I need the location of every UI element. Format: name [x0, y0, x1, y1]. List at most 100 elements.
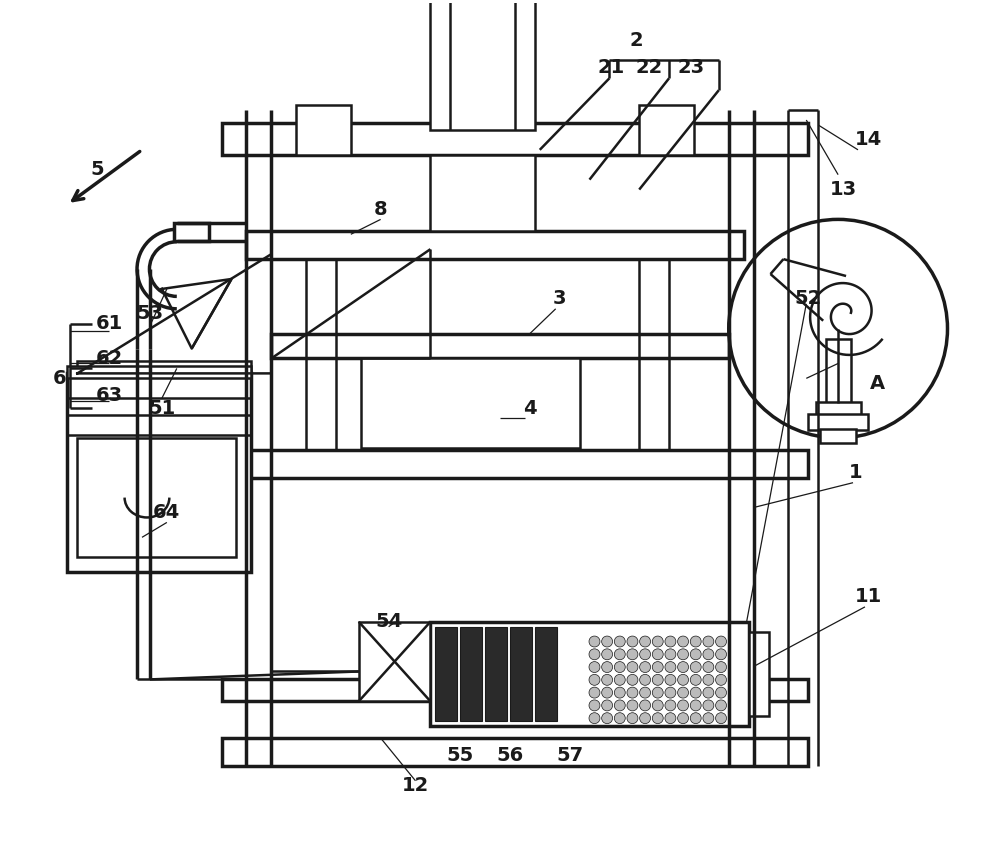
Circle shape [665, 713, 676, 724]
Circle shape [665, 636, 676, 647]
Circle shape [589, 649, 600, 660]
Bar [271, 333, 729, 358]
Text: 8: 8 [374, 200, 387, 219]
Circle shape [703, 700, 714, 711]
Text: A: A [870, 374, 885, 393]
Bar [296, 105, 351, 155]
Bar [430, 621, 749, 727]
Circle shape [627, 649, 638, 660]
Bar [826, 339, 851, 404]
Circle shape [716, 636, 727, 647]
Circle shape [690, 661, 701, 673]
Text: 56: 56 [496, 746, 524, 766]
Circle shape [589, 674, 600, 686]
Circle shape [703, 636, 714, 647]
Circle shape [614, 687, 625, 698]
Circle shape [678, 649, 689, 660]
Circle shape [665, 700, 676, 711]
Text: 61: 61 [96, 314, 123, 333]
Bar [435, 627, 457, 721]
Circle shape [627, 687, 638, 698]
Text: 57: 57 [556, 746, 583, 766]
Bar [77, 361, 251, 373]
Text: 6: 6 [53, 369, 66, 388]
Bar [222, 738, 808, 766]
Circle shape [665, 687, 676, 698]
Text: 62: 62 [96, 349, 123, 368]
Text: 11: 11 [854, 588, 882, 607]
Bar [808, 414, 868, 430]
Bar [67, 366, 251, 378]
Circle shape [665, 649, 676, 660]
Text: 23: 23 [677, 58, 704, 77]
Text: 64: 64 [153, 503, 180, 522]
Bar [430, 0, 535, 130]
Circle shape [690, 700, 701, 711]
Text: 52: 52 [795, 289, 822, 308]
Circle shape [589, 687, 600, 698]
Bar [222, 450, 808, 477]
Circle shape [652, 700, 663, 711]
Text: 54: 54 [375, 612, 402, 631]
Text: 2: 2 [629, 31, 643, 50]
Circle shape [614, 700, 625, 711]
Bar [174, 223, 209, 241]
Circle shape [614, 713, 625, 724]
Circle shape [716, 661, 727, 673]
Bar [222, 123, 808, 155]
Circle shape [690, 674, 701, 686]
Circle shape [640, 713, 651, 724]
Circle shape [690, 636, 701, 647]
Bar [460, 627, 482, 721]
Bar [749, 632, 769, 716]
Text: 13: 13 [830, 180, 857, 199]
Circle shape [602, 713, 613, 724]
Text: 3: 3 [553, 289, 566, 308]
Circle shape [665, 674, 676, 686]
Circle shape [652, 687, 663, 698]
Circle shape [602, 649, 613, 660]
Circle shape [602, 636, 613, 647]
Circle shape [627, 661, 638, 673]
Circle shape [589, 700, 600, 711]
Circle shape [627, 636, 638, 647]
Bar [67, 373, 251, 572]
Bar [77, 438, 236, 557]
Circle shape [627, 674, 638, 686]
Circle shape [602, 674, 613, 686]
Circle shape [703, 713, 714, 724]
Bar [359, 621, 430, 701]
Bar [510, 627, 532, 721]
Bar [820, 429, 856, 443]
Text: 14: 14 [854, 130, 882, 149]
Circle shape [614, 661, 625, 673]
Bar [246, 231, 744, 260]
Circle shape [652, 674, 663, 686]
Circle shape [716, 674, 727, 686]
Bar [535, 627, 557, 721]
Circle shape [716, 700, 727, 711]
Circle shape [716, 649, 727, 660]
Circle shape [640, 636, 651, 647]
Circle shape [640, 674, 651, 686]
Circle shape [678, 674, 689, 686]
Circle shape [678, 636, 689, 647]
Bar [430, 155, 535, 231]
Circle shape [678, 687, 689, 698]
Text: 12: 12 [402, 776, 429, 795]
Circle shape [703, 661, 714, 673]
Circle shape [602, 661, 613, 673]
Circle shape [652, 636, 663, 647]
Circle shape [602, 700, 613, 711]
Text: 21: 21 [598, 58, 625, 77]
Circle shape [716, 713, 727, 724]
Circle shape [640, 649, 651, 660]
Text: 5: 5 [90, 161, 104, 179]
Circle shape [614, 649, 625, 660]
Text: 51: 51 [148, 398, 176, 418]
Text: 53: 53 [136, 305, 164, 323]
Text: 1: 1 [849, 464, 863, 483]
Circle shape [678, 700, 689, 711]
Circle shape [589, 636, 600, 647]
Circle shape [589, 713, 600, 724]
